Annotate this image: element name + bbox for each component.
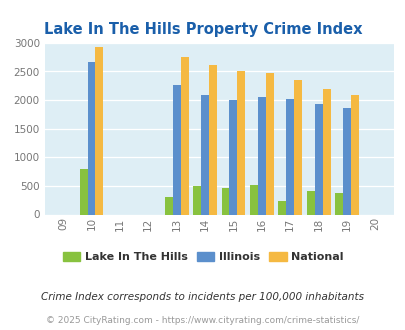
Bar	[249, 185, 257, 214]
Text: Lake In The Hills Property Crime Index: Lake In The Hills Property Crime Index	[44, 22, 361, 37]
Bar	[237, 72, 245, 214]
Bar	[350, 95, 358, 214]
Bar	[286, 99, 294, 214]
Bar	[277, 201, 286, 214]
Bar	[221, 188, 229, 214]
Bar	[265, 73, 273, 214]
Bar	[200, 95, 209, 214]
Bar	[294, 80, 301, 214]
Bar	[79, 169, 87, 214]
Bar	[257, 97, 265, 214]
Bar	[172, 85, 180, 214]
Bar	[322, 89, 330, 214]
Text: © 2025 CityRating.com - https://www.cityrating.com/crime-statistics/: © 2025 CityRating.com - https://www.city…	[46, 316, 359, 325]
Bar	[180, 57, 188, 215]
Bar	[209, 65, 216, 214]
Bar	[95, 47, 103, 214]
Bar	[342, 108, 350, 214]
Text: Crime Index corresponds to incidents per 100,000 inhabitants: Crime Index corresponds to incidents per…	[41, 292, 364, 302]
Bar	[314, 104, 322, 214]
Bar	[334, 193, 342, 215]
Bar	[229, 100, 237, 214]
Bar	[164, 197, 172, 214]
Bar	[87, 62, 95, 215]
Bar	[193, 186, 200, 215]
Legend: Lake In The Hills, Illinois, National: Lake In The Hills, Illinois, National	[58, 248, 347, 267]
Bar	[306, 191, 314, 214]
